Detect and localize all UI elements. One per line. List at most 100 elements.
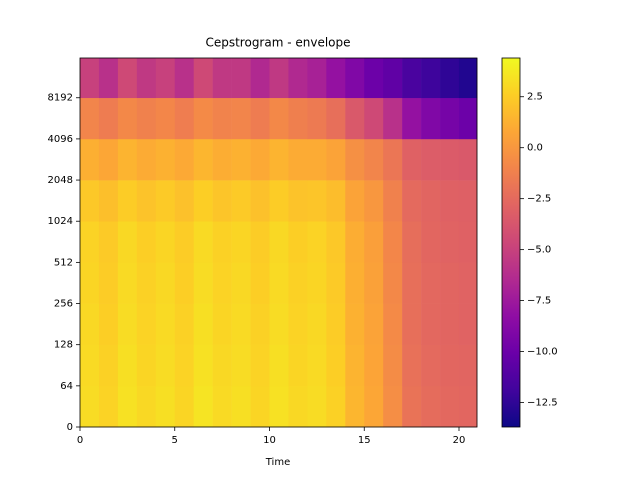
y-tick-label: 128 — [54, 340, 73, 351]
heatmap-cell — [155, 97, 176, 140]
heatmap-cell — [212, 262, 232, 304]
heatmap-cell — [307, 344, 327, 387]
heatmap-cell — [117, 58, 138, 99]
heatmap-cell — [326, 262, 346, 304]
heatmap-cell — [364, 138, 384, 181]
heatmap-cell — [98, 221, 119, 263]
heatmap-cell — [193, 97, 213, 140]
heatmap-cell — [231, 344, 251, 387]
heatmap-cell — [174, 138, 194, 181]
heatmap-cell — [155, 58, 176, 99]
y-tick-label: 512 — [54, 257, 73, 268]
colorbar-tick-label: −12.5 — [527, 398, 558, 409]
heatmap-cell — [326, 385, 346, 428]
heatmap-cell — [345, 303, 365, 345]
heatmap-cell — [458, 221, 478, 263]
heatmap-cell — [98, 344, 119, 387]
heatmap-cell — [136, 180, 157, 222]
heatmap-cell — [383, 138, 403, 181]
heatmap-cell — [117, 221, 138, 263]
heatmap-cell — [250, 180, 270, 222]
heatmap-cell — [136, 58, 157, 99]
heatmap-cell — [269, 221, 289, 263]
heatmap-cell — [80, 138, 100, 181]
heatmap-cell — [288, 344, 308, 387]
heatmap-cell — [174, 97, 194, 140]
heatmap-cell — [174, 221, 194, 263]
heatmap-cell — [440, 97, 460, 140]
heatmap-cell — [345, 58, 365, 99]
heatmap-cell — [421, 138, 441, 181]
heatmap-cell — [155, 221, 176, 263]
heatmap-cell — [440, 385, 460, 428]
heatmap-cell — [402, 58, 422, 99]
heatmap-cell — [80, 344, 100, 387]
heatmap-cell — [212, 385, 232, 428]
heatmap-cell — [212, 58, 232, 99]
heatmap-cell — [402, 344, 422, 387]
heatmap-cell — [440, 262, 460, 304]
chart-title: Cepstrogram - envelope — [205, 36, 350, 50]
heatmap-cell — [345, 262, 365, 304]
heatmap-cell — [402, 262, 422, 304]
heatmap-cell — [458, 97, 478, 140]
heatmap-cell — [307, 303, 327, 345]
heatmap-cell — [326, 344, 346, 387]
y-tick-label: 256 — [54, 299, 73, 310]
heatmap-cell — [345, 97, 365, 140]
y-tick-label: 0 — [67, 422, 73, 433]
heatmap-cell — [174, 58, 194, 99]
heatmap-cell — [117, 262, 138, 304]
heatmap-cell — [440, 138, 460, 181]
heatmap-cell — [269, 138, 289, 181]
heatmap-cell — [231, 97, 251, 140]
heatmap-cell — [155, 180, 176, 222]
heatmap-cell — [383, 180, 403, 222]
heatmap-cell — [193, 262, 213, 304]
colorbar-tick-label: 2.5 — [527, 92, 543, 103]
heatmap-cell — [421, 385, 441, 428]
colorbar-tick-label: −7.5 — [527, 296, 551, 307]
heatmap-cell — [174, 180, 194, 222]
heatmap-cell — [364, 344, 384, 387]
heatmap — [80, 58, 478, 428]
heatmap-cell — [307, 138, 327, 181]
heatmap-cell — [155, 262, 176, 304]
heatmap-cell — [421, 262, 441, 304]
heatmap-cell — [421, 221, 441, 263]
heatmap-cell — [269, 58, 289, 99]
heatmap-cell — [458, 180, 478, 222]
x-tick-label: 15 — [358, 435, 371, 446]
heatmap-cell — [117, 180, 138, 222]
heatmap-cell — [307, 58, 327, 99]
heatmap-cell — [98, 262, 119, 304]
heatmap-cell — [193, 303, 213, 345]
heatmap-cell — [174, 385, 194, 428]
heatmap-cell — [288, 97, 308, 140]
heatmap-cell — [326, 303, 346, 345]
heatmap-cell — [402, 303, 422, 345]
heatmap-cell — [155, 303, 176, 345]
heatmap-cell — [98, 58, 119, 99]
heatmap-cell — [269, 344, 289, 387]
heatmap-cell — [402, 180, 422, 222]
heatmap-cell — [212, 180, 232, 222]
heatmap-cell — [288, 385, 308, 428]
colorbar — [501, 57, 521, 428]
colorbar-tick-label: −5.0 — [527, 245, 551, 256]
heatmap-cell — [288, 221, 308, 263]
heatmap-cell — [307, 385, 327, 428]
y-tick-label: 64 — [60, 381, 73, 392]
y-tick-label: 4096 — [48, 134, 73, 145]
heatmap-cell — [402, 385, 422, 428]
heatmap-cell — [117, 385, 138, 428]
y-tick-label: 1024 — [48, 216, 73, 227]
heatmap-cell — [421, 58, 441, 99]
heatmap-cell — [364, 180, 384, 222]
heatmap-cell — [364, 221, 384, 263]
heatmap-cell — [345, 221, 365, 263]
heatmap-cell — [250, 303, 270, 345]
heatmap-cell — [383, 344, 403, 387]
heatmap-cell — [174, 344, 194, 387]
